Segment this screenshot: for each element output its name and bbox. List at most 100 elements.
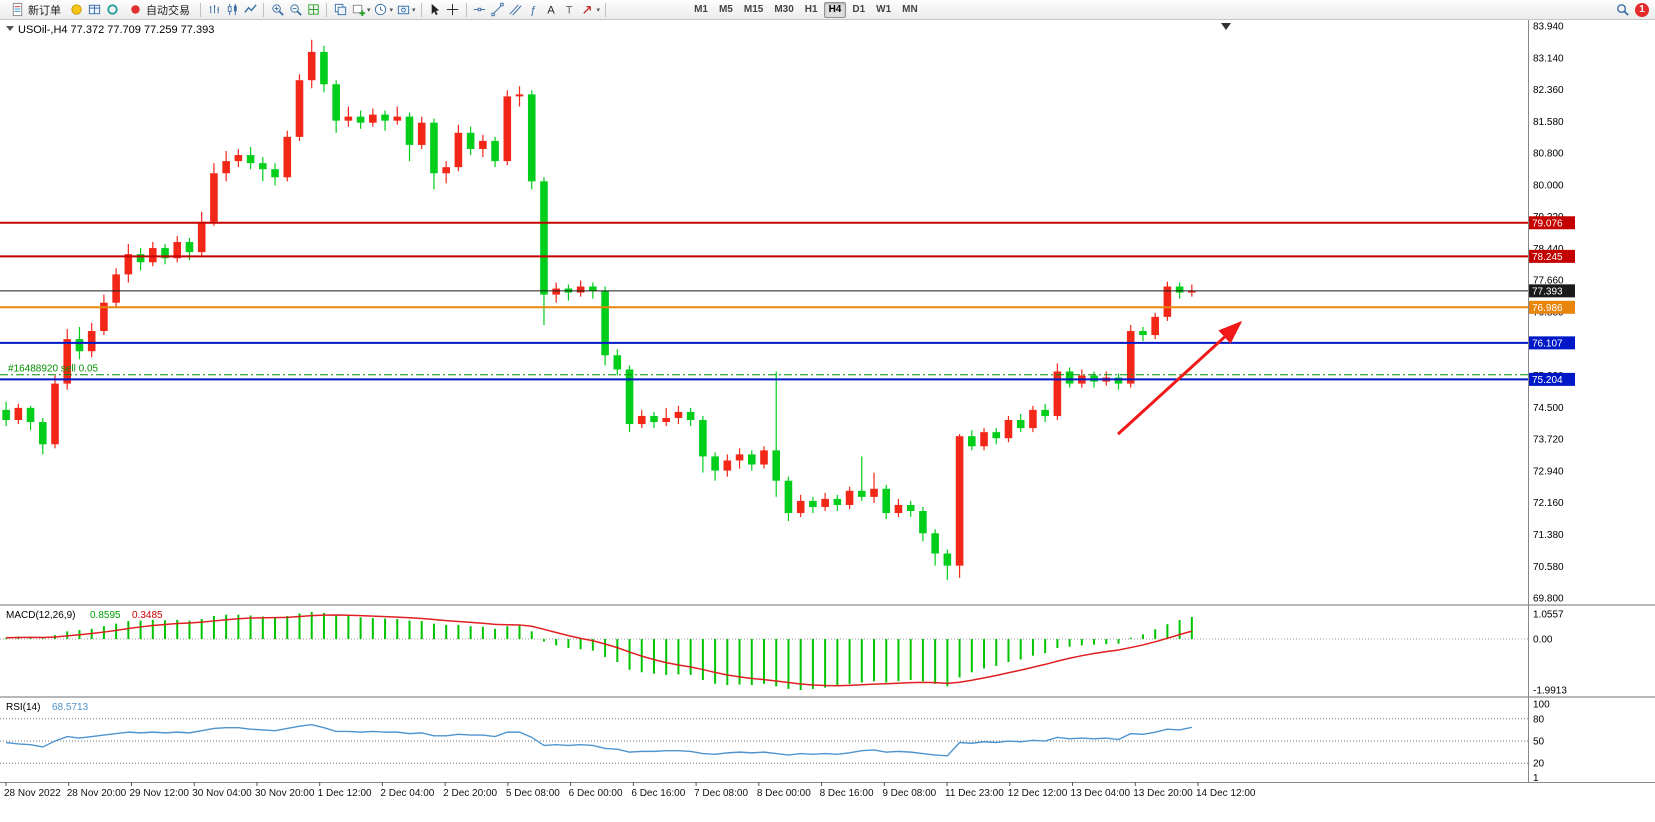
svg-text:76.107: 76.107 [1532, 338, 1563, 349]
grid-icon[interactable] [305, 2, 321, 18]
macd-histogram [5, 612, 1193, 690]
candle-body [992, 432, 1001, 439]
cursor-icon[interactable] [427, 2, 443, 18]
candle-body [1041, 409, 1049, 416]
separator [605, 2, 607, 17]
svg-text:76.986: 76.986 [1532, 303, 1563, 314]
arrows-caret[interactable]: ▾ [596, 6, 601, 14]
price-tag: 75.204 [1529, 372, 1575, 386]
label-tool-icon[interactable]: T [562, 2, 578, 18]
candle-body [809, 500, 817, 507]
period-clock-icon[interactable] [373, 2, 389, 18]
svg-text:1: 1 [1533, 773, 1539, 784]
candle-body [662, 417, 671, 423]
fibonacci-tool-icon[interactable]: ƒ [526, 2, 542, 18]
separator [200, 2, 201, 17]
candle-body [955, 436, 964, 566]
separator [263, 2, 264, 17]
autotrading-label: 自动交易 [146, 4, 190, 17]
timeframe-h1[interactable]: H1 [804, 3, 818, 15]
new-chart-caret[interactable]: ▾ [367, 6, 371, 14]
text-tool-icon[interactable]: A [544, 2, 560, 18]
candle-body [943, 553, 952, 566]
price-tag: 78.245 [1529, 249, 1575, 263]
svg-text:-1.9913: -1.9913 [1533, 686, 1567, 697]
tile-windows-icon[interactable] [332, 2, 348, 18]
candle-body [63, 339, 72, 384]
panel-splitter[interactable] [0, 696, 1655, 698]
snapshot-caret[interactable]: ▾ [412, 6, 416, 14]
timeframe-d1[interactable]: D1 [852, 3, 866, 15]
period-caret[interactable]: ▾ [389, 6, 394, 14]
time-axis[interactable]: 28 Nov 2022 28 Nov 20:00 29 Nov 12:00 30 No… [4, 782, 1256, 799]
svg-text:71.380: 71.380 [1533, 530, 1564, 541]
navigator-icon[interactable] [104, 2, 120, 18]
zoom-in-icon[interactable] [269, 2, 285, 18]
trend-arrow[interactable] [1116, 320, 1243, 436]
candle-body [1151, 316, 1159, 336]
candle-body [686, 411, 695, 421]
new-order-icon [9, 2, 25, 18]
notification-badge[interactable]: 1 [1635, 2, 1649, 17]
timeframe-m15[interactable]: M15 [743, 3, 764, 15]
snapshot-icon[interactable] [395, 2, 411, 18]
candle-body [491, 140, 499, 162]
timeframe-h4[interactable]: H4 [823, 1, 847, 18]
candle-body [784, 480, 793, 514]
candle-body [1004, 420, 1013, 439]
candle-body [283, 136, 292, 178]
candle-body [112, 274, 120, 303]
candle-body [1126, 331, 1135, 384]
candle-body [857, 490, 866, 497]
candle-body [246, 155, 255, 164]
time-label: 13 Dec 20:00 [1133, 788, 1193, 799]
collapse-icon[interactable] [6, 26, 14, 31]
timeframe-m30[interactable]: M30 [774, 3, 794, 15]
svg-text:100: 100 [1533, 700, 1550, 711]
bars-chart-icon[interactable] [206, 2, 222, 18]
macd-signal-line [6, 614, 1193, 687]
hline-tool-icon[interactable] [472, 2, 488, 18]
candle-body [149, 248, 157, 263]
timeframe-m1[interactable]: M1 [694, 3, 708, 15]
timeframe-mn[interactable]: MN [902, 3, 918, 15]
candle-body [650, 415, 658, 423]
candle-body [833, 498, 842, 505]
candle-body [625, 369, 634, 425]
market-watch-icon[interactable] [86, 2, 102, 18]
zoom-out-icon[interactable] [287, 2, 303, 18]
time-label: 29 Nov 12:00 [129, 788, 189, 799]
candle-body [699, 420, 707, 457]
new-order-button[interactable]: 新订单 [4, 0, 66, 19]
timeframe-m5[interactable]: M5 [718, 3, 733, 15]
svg-text:69.800: 69.800 [1533, 594, 1564, 605]
arrows-tool-icon[interactable] [580, 2, 596, 18]
search-icon[interactable] [1614, 2, 1630, 18]
indicators-icon[interactable] [68, 2, 84, 18]
panel-splitter[interactable] [0, 604, 1655, 606]
new-chart-icon[interactable] [350, 2, 366, 18]
time-label: 28 Nov 20:00 [67, 788, 127, 799]
price-tag: 76.986 [1529, 300, 1575, 314]
autotrading-button[interactable]: 自动交易 [122, 0, 195, 19]
candle-body [320, 51, 328, 85]
line-chart-icon[interactable] [242, 2, 258, 18]
candle-body [1029, 409, 1037, 429]
candle-body [369, 114, 377, 123]
crosshair-icon[interactable] [445, 2, 461, 18]
candle-body [259, 163, 267, 170]
trendline-tool-icon[interactable] [490, 2, 506, 18]
candle-body [26, 407, 35, 423]
candle-body [234, 155, 243, 162]
svg-text:77.393: 77.393 [1532, 286, 1563, 297]
channel-tool-icon[interactable] [508, 2, 524, 18]
time-label: 11 Dec 23:00 [945, 788, 1004, 799]
candle-body [870, 488, 878, 497]
candle-body [906, 504, 915, 512]
candle-body [417, 122, 426, 145]
timeframe-w1[interactable]: W1 [876, 3, 892, 15]
time-label: 7 Dec 08:00 [694, 788, 748, 799]
candles-chart-icon[interactable] [224, 2, 240, 18]
candle-body [503, 96, 512, 162]
